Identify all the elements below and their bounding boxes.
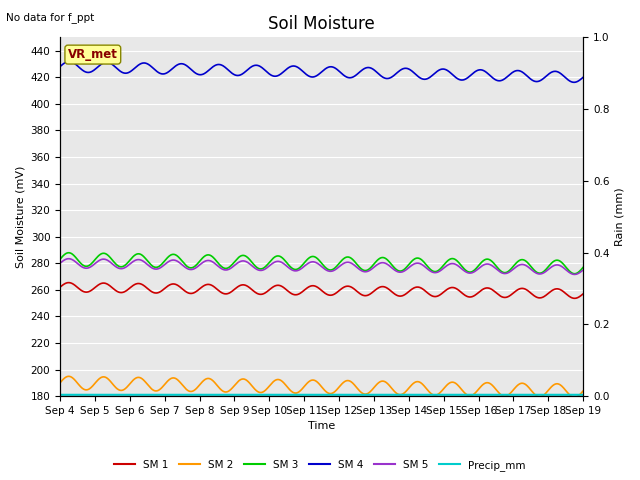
- Y-axis label: Rain (mm): Rain (mm): [615, 187, 625, 246]
- Legend: SM 1, SM 2, SM 3, SM 4, SM 5, Precip_mm: SM 1, SM 2, SM 3, SM 4, SM 5, Precip_mm: [110, 456, 530, 475]
- Text: VR_met: VR_met: [68, 48, 118, 61]
- X-axis label: Time: Time: [308, 421, 335, 432]
- Title: Soil Moisture: Soil Moisture: [268, 15, 375, 33]
- Y-axis label: Soil Moisture (mV): Soil Moisture (mV): [15, 166, 25, 268]
- Text: No data for f_ppt: No data for f_ppt: [6, 12, 95, 23]
